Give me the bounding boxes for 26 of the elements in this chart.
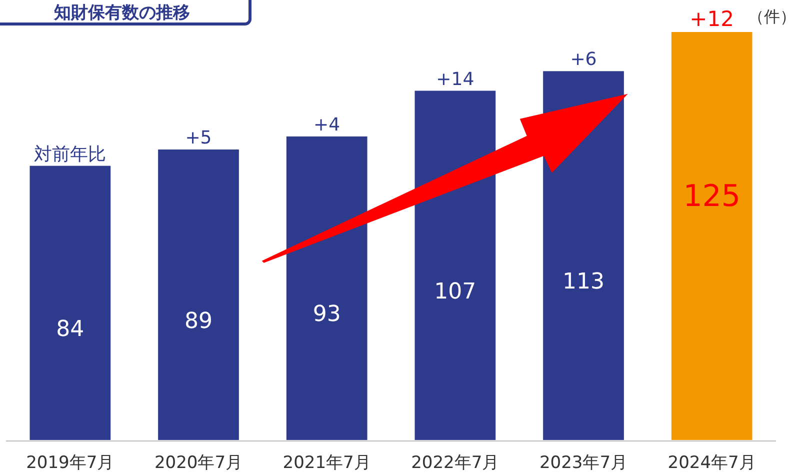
x-tick-label: 2019年7月 (26, 453, 114, 473)
bar (30, 166, 111, 440)
data-label: 84 (56, 316, 84, 342)
bar (414, 90, 496, 440)
x-tick-label: 2021年7月 (282, 453, 371, 473)
data-label: 125 (683, 179, 740, 214)
bar (671, 32, 752, 440)
x-tick-label: 2020年7月 (154, 453, 243, 473)
data-label: 89 (184, 308, 212, 334)
x-tick-label: 2023年7月 (539, 453, 628, 473)
annotation: +12 (690, 7, 734, 31)
annotation: +6 (570, 49, 597, 70)
x-tick-label: 2024年7月 (668, 453, 756, 473)
annotation: 対前年比 (34, 144, 106, 165)
bar (158, 150, 239, 440)
bar (286, 136, 368, 440)
annotation: +5 (185, 128, 212, 149)
annotation: +4 (314, 114, 340, 136)
data-label: 107 (434, 279, 476, 304)
chart-title: 知財保有数の推移 (53, 3, 190, 23)
bar (543, 71, 624, 440)
data-label: 113 (562, 270, 604, 295)
x-tick-label: 2022年7月 (411, 453, 500, 473)
data-label: 93 (312, 302, 341, 328)
annotation: +14 (436, 68, 474, 90)
y-axis-title: （件） (748, 7, 796, 26)
